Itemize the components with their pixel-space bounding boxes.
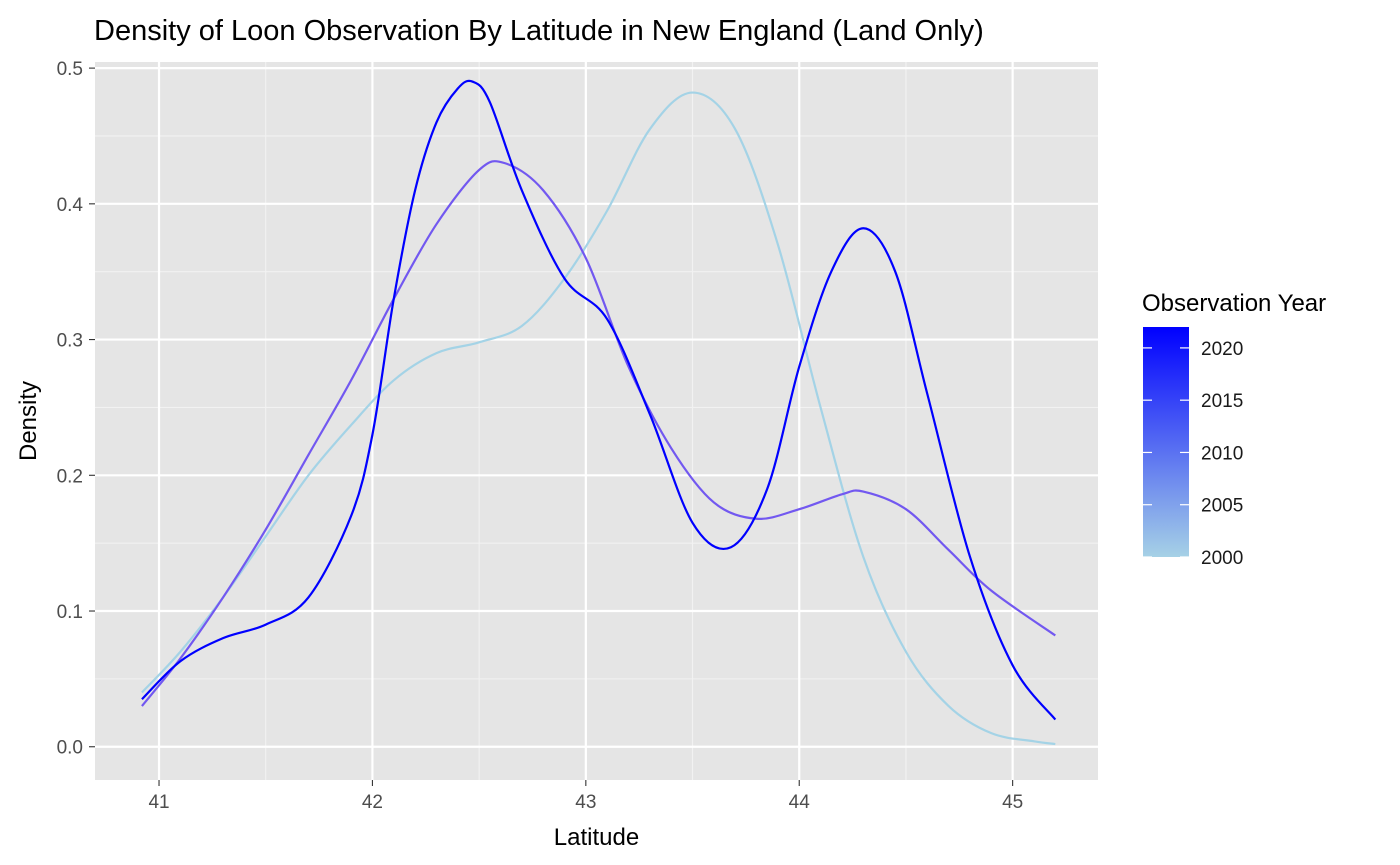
legend: Observation Year 2020 2015 2010 2005 2000 [1142, 290, 1326, 569]
legend-colorbar [1143, 327, 1189, 557]
y-tick-label: 0.0 [57, 738, 83, 759]
y-tick-label: 0.1 [57, 602, 83, 623]
density-line-2010 [141, 159, 1056, 707]
legend-label: 2020 [1201, 339, 1243, 360]
density-line-2000 [141, 91, 1056, 746]
x-axis: 41 42 43 44 45 [148, 780, 1023, 813]
y-tick-label: 0.5 [57, 59, 83, 80]
legend-label: 2005 [1201, 496, 1243, 517]
legend-label: 2010 [1201, 443, 1243, 464]
legend-title: Observation Year [1142, 290, 1326, 317]
density-lines [141, 79, 1057, 746]
y-axis-title: Density [15, 381, 42, 461]
legend-label: 2015 [1201, 391, 1243, 412]
x-axis-title: Latitude [554, 824, 639, 851]
x-tick-label: 42 [362, 792, 383, 813]
y-axis: 0.0 0.1 0.2 0.3 0.4 0.5 [57, 59, 95, 759]
x-tick-label: 44 [789, 792, 811, 813]
x-tick-label: 45 [1002, 792, 1023, 813]
major-gridlines [95, 62, 1098, 780]
plot-panel [95, 62, 1098, 780]
y-tick-label: 0.4 [57, 195, 84, 216]
y-tick-label: 0.2 [57, 466, 83, 487]
x-tick-label: 43 [575, 792, 596, 813]
chart-title: Density of Loon Observation By Latitude … [94, 15, 984, 47]
legend-label: 2000 [1201, 548, 1243, 569]
legend-ticks: 2020 2015 2010 2005 2000 [1143, 339, 1243, 569]
density-line-2021 [141, 79, 1057, 721]
y-tick-label: 0.3 [57, 331, 83, 352]
x-tick-label: 41 [148, 792, 169, 813]
